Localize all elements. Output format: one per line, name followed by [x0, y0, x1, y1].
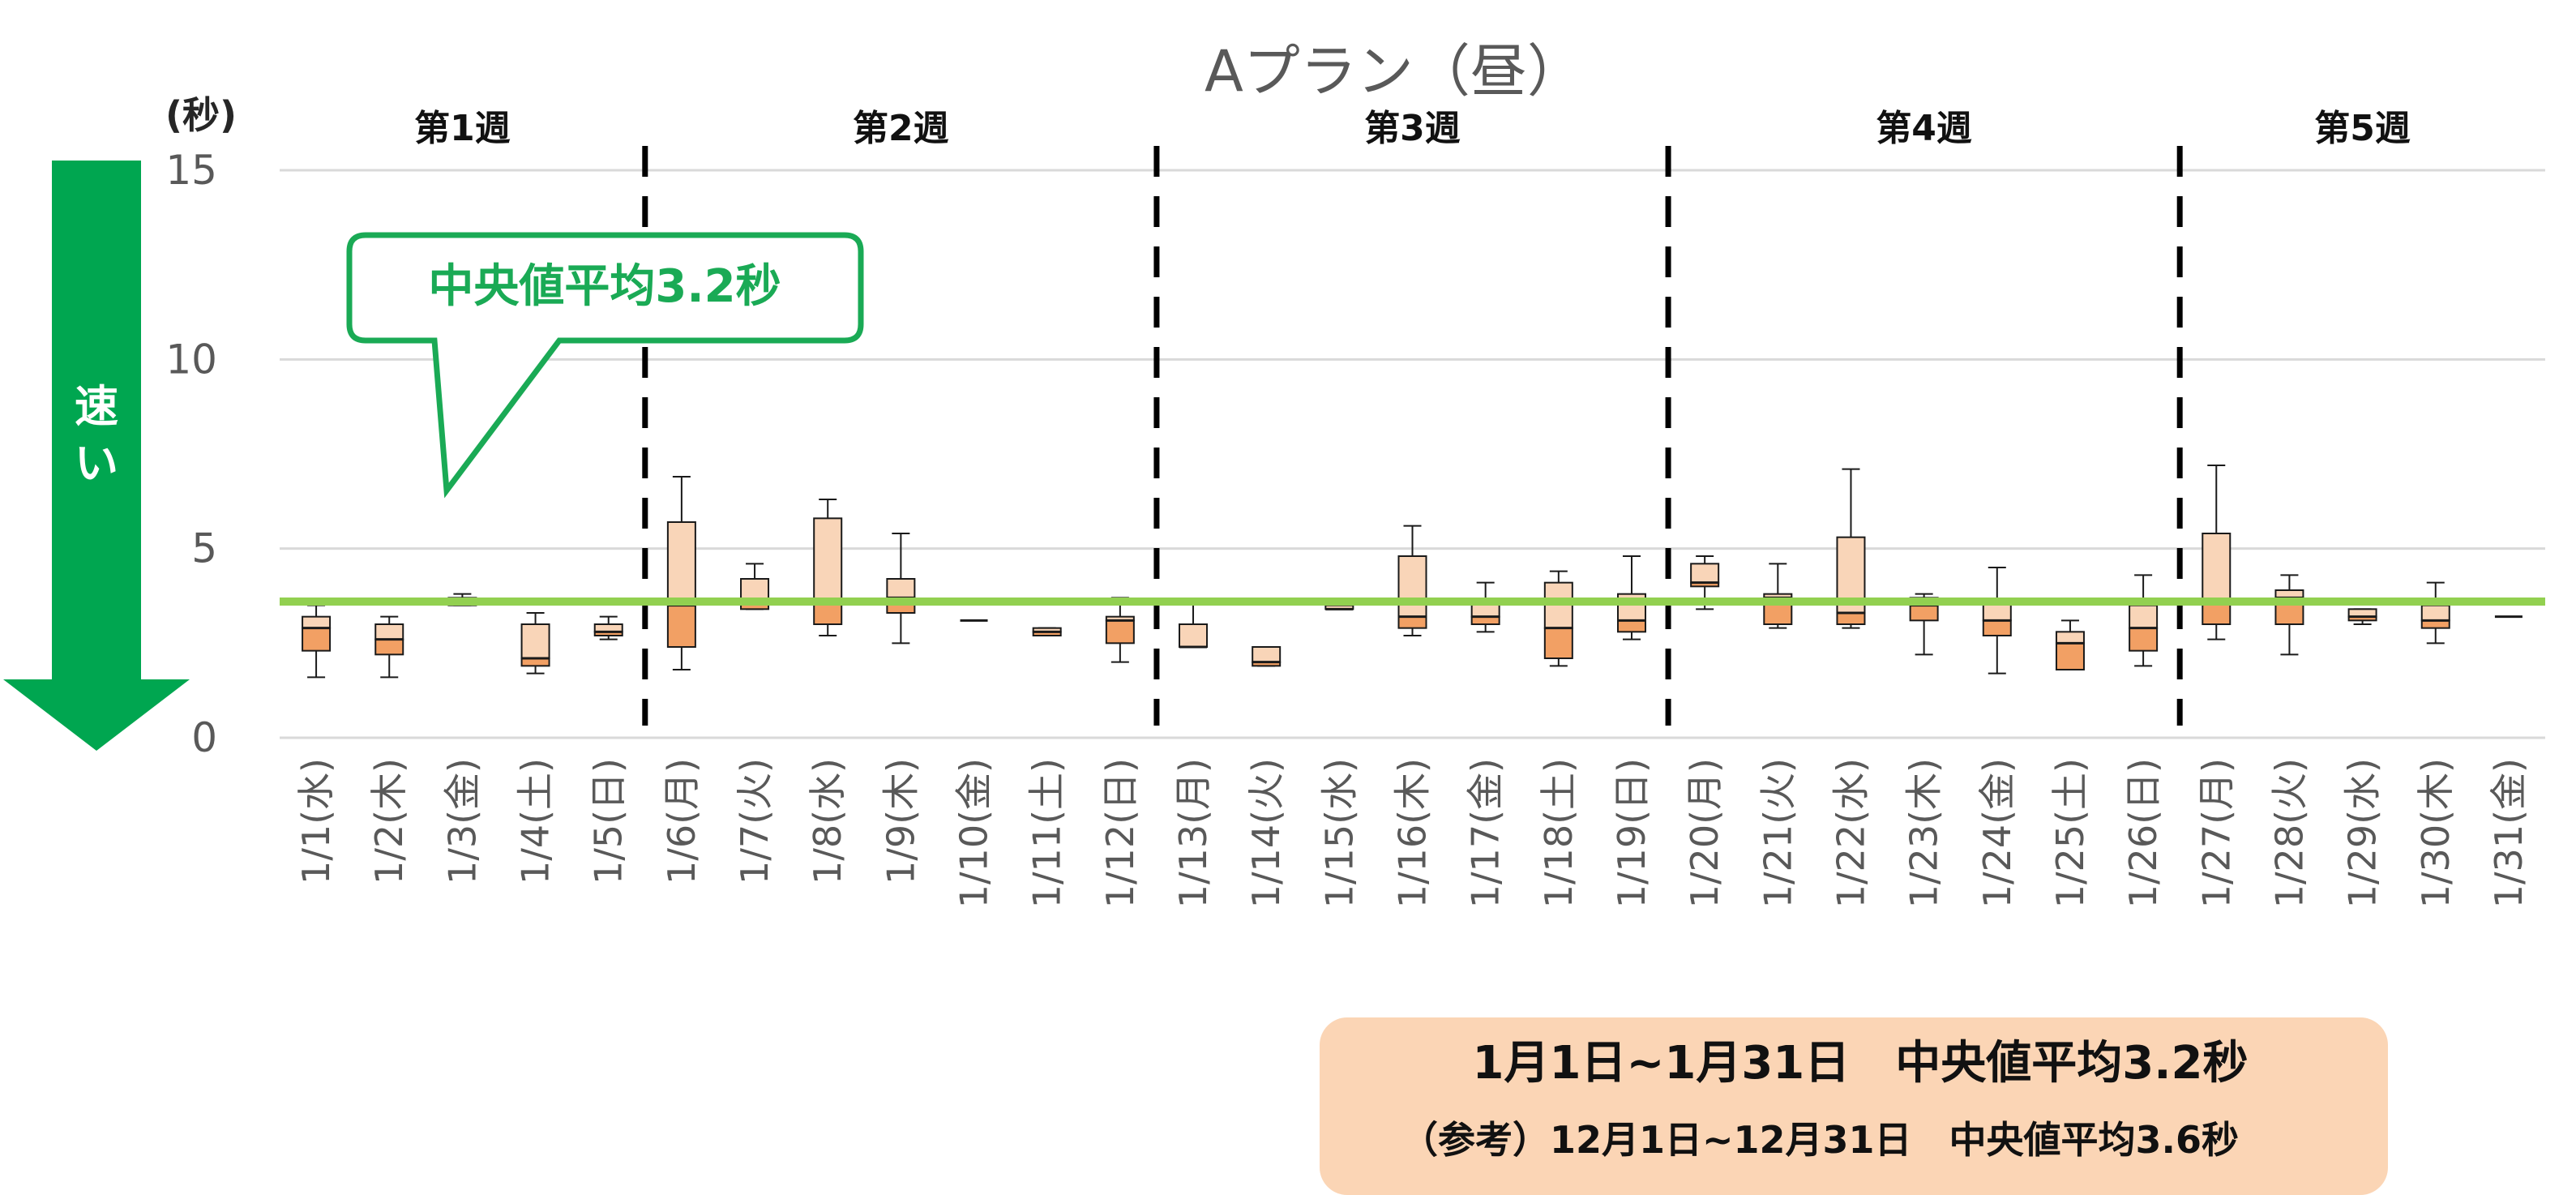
faster-arrow-label-1: 速	[75, 381, 118, 432]
box-lower-quartile	[1616, 619, 1646, 633]
box-upper-quartile	[520, 623, 550, 659]
x-tick-label: 1/27(月)	[2194, 758, 2238, 908]
box-upper-quartile	[813, 517, 843, 602]
chart-title: Aプラン（昼）	[1205, 38, 1584, 105]
week-label: 第4週	[1876, 108, 1972, 149]
faster-arrow-icon	[3, 161, 190, 751]
x-tick-label: 1/19(日)	[1610, 758, 1654, 908]
week-label: 第5週	[2314, 108, 2411, 149]
box-upper-quartile	[1179, 623, 1209, 648]
x-tick-label: 1/15(水)	[1317, 758, 1361, 908]
x-tick-label: 1/18(土)	[1537, 758, 1581, 908]
x-tick-label: 1/29(水)	[2341, 758, 2385, 908]
y-tick-label: 0	[191, 714, 217, 761]
box-lower-quartile	[2055, 642, 2085, 670]
x-tick-label: 1/5(日)	[587, 758, 631, 884]
box-upper-quartile	[2055, 631, 2085, 645]
box-upper-quartile	[2420, 604, 2450, 622]
box-upper-quartile	[2202, 533, 2232, 602]
x-tick-label: 1/1(水)	[294, 758, 338, 884]
box-lower-quartile	[1397, 615, 1427, 629]
x-tick-label: 1/16(木)	[1391, 758, 1435, 908]
summary-main-text: 1月1日~1月31日 中央値平均3.2秒	[1473, 1037, 2249, 1090]
x-tick-label: 1/4(土)	[514, 758, 558, 884]
x-tick-label: 1/21(火)	[1756, 758, 1799, 908]
week-label: 第2週	[853, 108, 949, 149]
x-tick-label: 1/9(木)	[879, 758, 922, 884]
x-tick-label: 1/6(月)	[660, 758, 704, 884]
box-lower-quartile	[1982, 619, 2012, 636]
summary-box	[1320, 1017, 2388, 1195]
box-lower-quartile	[1836, 612, 1866, 625]
y-tick-label: 15	[165, 147, 217, 194]
x-tick-label: 1/25(土)	[2048, 758, 2092, 908]
x-tick-label: 1/30(木)	[2414, 758, 2458, 908]
week-label: 第1週	[414, 108, 511, 149]
x-tick-label: 1/8(水)	[806, 758, 849, 884]
x-tick-label: 1/10(金)	[952, 758, 996, 908]
x-tick-label: 1/22(水)	[1829, 758, 1872, 908]
box-lower-quartile	[1543, 627, 1573, 660]
x-tick-label: 1/3(金)	[440, 758, 484, 884]
box-lower-quartile	[302, 627, 332, 652]
box-upper-quartile	[302, 615, 332, 629]
x-tick-label: 1/11(土)	[1025, 758, 1069, 908]
box-lower-quartile	[374, 638, 404, 656]
x-tick-label: 1/20(月)	[1683, 758, 1727, 908]
x-tick-label: 1/31(金)	[2487, 758, 2531, 908]
box-upper-quartile	[374, 623, 404, 640]
box-upper-quartile	[886, 578, 916, 599]
box-lower-quartile	[2129, 627, 2159, 652]
x-tick-label: 1/28(火)	[2267, 758, 2311, 908]
box-upper-quartile	[1397, 555, 1427, 618]
box-lower-quartile	[1105, 619, 1135, 645]
x-tick-label: 1/13(月)	[1171, 758, 1215, 908]
box-upper-quartile	[1252, 646, 1282, 663]
box-upper-quartile	[666, 521, 696, 606]
y-axis-unit: (秒)	[165, 93, 237, 137]
y-tick-label: 5	[191, 525, 217, 572]
x-tick-label: 1/2(木)	[367, 758, 411, 884]
median-callout-bubble	[346, 232, 864, 499]
box-upper-quartile	[1690, 563, 1720, 584]
y-tick-label: 10	[165, 336, 217, 383]
x-tick-label: 1/12(日)	[1098, 758, 1142, 908]
week-label: 第3週	[1364, 108, 1461, 149]
median-callout-text: 中央値平均3.2秒	[428, 260, 781, 313]
x-tick-label: 1/26(日)	[2121, 758, 2165, 908]
box-upper-quartile	[2129, 604, 2159, 629]
box-lower-quartile	[1909, 604, 1939, 622]
x-tick-label: 1/17(金)	[1464, 758, 1508, 908]
summary-reference-text: （参考）12月1日~12月31日 中央値平均3.6秒	[1401, 1118, 2239, 1162]
x-tick-label: 1/14(火)	[1244, 758, 1288, 908]
faster-arrow-label-2: い	[75, 438, 118, 489]
x-tick-label: 1/7(火)	[733, 758, 777, 884]
box-lower-quartile	[666, 604, 696, 649]
x-tick-label: 1/23(木)	[1902, 758, 1946, 908]
x-tick-label: 1/24(金)	[1975, 758, 2019, 908]
